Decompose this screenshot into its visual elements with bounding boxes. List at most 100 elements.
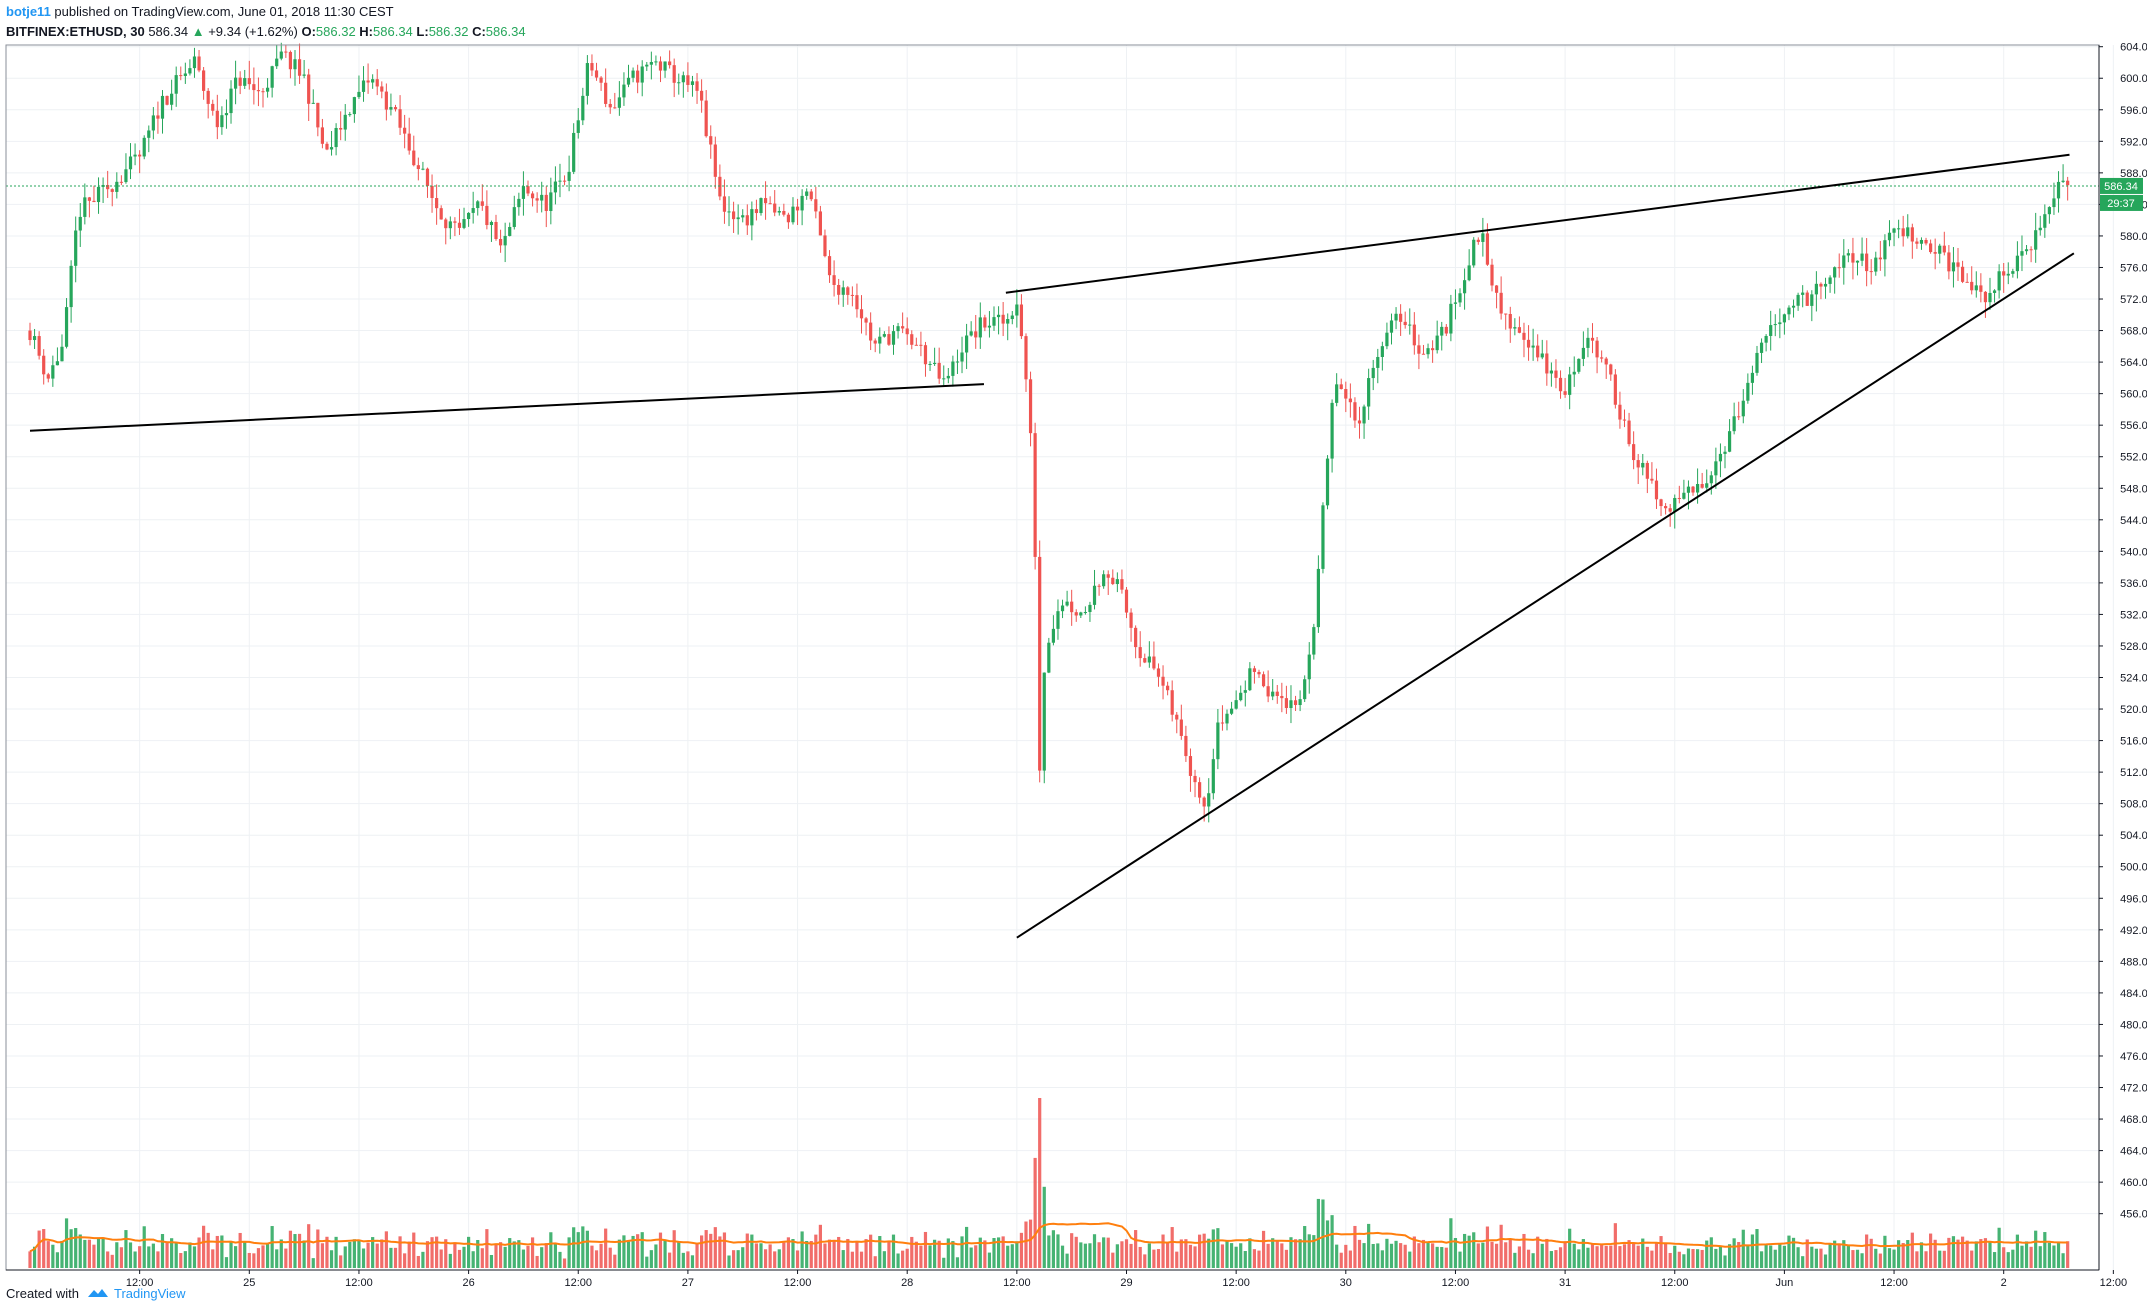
candle-body (115, 181, 119, 192)
candle-body (914, 344, 918, 346)
candle-body (233, 77, 238, 89)
volume-bar (1316, 1198, 1320, 1268)
candle-body (1650, 478, 1654, 481)
volume-bar (288, 1230, 293, 1268)
time-axis[interactable]: 12:00 25 12:00 26 12:00 27 12:00 28 12:00 29 12:00… (126, 1270, 2127, 1289)
volume-bar (1865, 1234, 1869, 1268)
volume-bar (238, 1232, 242, 1268)
volume-bar (1376, 1243, 1380, 1268)
volume-bar (768, 1244, 772, 1268)
volume-bar (1134, 1230, 1138, 1268)
trendline-resistance-upper[interactable] (1005, 153, 2070, 294)
candle-body (1686, 486, 1691, 493)
volume-bar (905, 1248, 909, 1268)
trendline-support-rising[interactable] (1016, 252, 2075, 939)
y-tick-label: 464.00 (2120, 1146, 2147, 1158)
price-tag-box (2100, 177, 2143, 194)
candle-body (526, 186, 530, 194)
volume-bar (805, 1240, 809, 1268)
ohlc-line: BITFINEX:ETHUSD, 30 586.34 ▲ +9.34 (+1.6… (6, 22, 526, 42)
volume-bar (791, 1239, 795, 1268)
candle-body (2011, 271, 2015, 274)
candle-body (275, 58, 279, 67)
volume-bar (558, 1251, 562, 1268)
volume-bar (265, 1243, 270, 1268)
x-tick-label: 12:00 (1661, 1277, 1689, 1289)
trendline-support-flat[interactable] (29, 383, 985, 432)
author-link[interactable]: botje11 (6, 4, 51, 19)
candle-body (1431, 348, 1435, 351)
candle-body (1613, 374, 1617, 405)
volume-bar (1124, 1239, 1129, 1268)
candle-body (1316, 568, 1320, 628)
candle-body (1408, 324, 1412, 326)
candle-body (238, 77, 242, 86)
volume-bar (1074, 1236, 1078, 1268)
volume-bar (467, 1236, 471, 1268)
candle-body (1389, 320, 1394, 333)
volume-bar (60, 1240, 64, 1268)
volume-bar (964, 1226, 969, 1268)
trendlines[interactable] (29, 153, 2075, 939)
symbol-label[interactable]: BITFINEX:ETHUSD, 30 (6, 24, 145, 39)
candle-body (704, 100, 708, 137)
candle-body (1184, 735, 1188, 757)
candle-body (1563, 391, 1567, 395)
volume-bar (197, 1237, 201, 1268)
candle-body (1472, 239, 1476, 266)
volume-bar (1965, 1240, 1969, 1268)
price-axis[interactable]: 604.00600.00596.00592.00588.00584.00580.… (2099, 42, 2147, 1221)
candle-body (759, 198, 763, 214)
volume-bar (946, 1238, 950, 1268)
candle-body (1161, 676, 1165, 686)
volume-bar (1513, 1252, 1517, 1268)
volume-bar (1170, 1227, 1174, 1268)
volume-bar (1906, 1240, 1910, 1268)
y-tick-label: 572.00 (2120, 294, 2147, 306)
candle-body (1188, 756, 1193, 776)
candle-body (846, 287, 850, 295)
volume-bar (174, 1242, 178, 1268)
y-tick-label: 520.00 (2120, 704, 2147, 716)
volume-bar (1901, 1243, 1905, 1268)
volume-bar (1389, 1243, 1394, 1268)
x-tick-label: 28 (901, 1277, 913, 1289)
candle-body (1367, 378, 1371, 407)
volume-bar (590, 1245, 594, 1268)
volume-bar (448, 1253, 452, 1268)
volume-bar (275, 1249, 279, 1268)
candle-body (220, 115, 224, 128)
candle-body (389, 107, 393, 110)
candle-body (1321, 505, 1325, 569)
candle-body (192, 56, 197, 69)
candle-body (2034, 230, 2038, 250)
volume-bar (1421, 1239, 1426, 1268)
volume-bar (2011, 1249, 2015, 1268)
volume-bar (2066, 1241, 2070, 1268)
candle-body (1220, 722, 1225, 724)
candle-body (540, 194, 544, 201)
volume-bar (1248, 1238, 1252, 1268)
candle-body (1458, 293, 1462, 303)
volume-bar (530, 1237, 535, 1268)
candle-body (622, 84, 626, 98)
candle-body (1622, 419, 1627, 421)
candle-body (686, 75, 690, 85)
candle-body (42, 355, 46, 375)
volume-bar (1686, 1248, 1691, 1268)
candle-body (2066, 180, 2070, 186)
volume-bar (846, 1238, 850, 1268)
candle-body (1412, 324, 1416, 346)
candle-body (663, 61, 667, 71)
y-tick-label: 576.00 (2120, 262, 2147, 274)
volume-bar (1545, 1238, 1549, 1268)
volume-bar (462, 1246, 466, 1268)
candle-body (1467, 265, 1471, 281)
volume-bar (78, 1234, 82, 1268)
candle-body (1362, 406, 1366, 424)
tradingview-brand[interactable]: TradingView (87, 1286, 186, 1301)
candle-body (1865, 253, 1869, 272)
volume-bar (617, 1239, 621, 1268)
candle-body (1691, 486, 1695, 493)
